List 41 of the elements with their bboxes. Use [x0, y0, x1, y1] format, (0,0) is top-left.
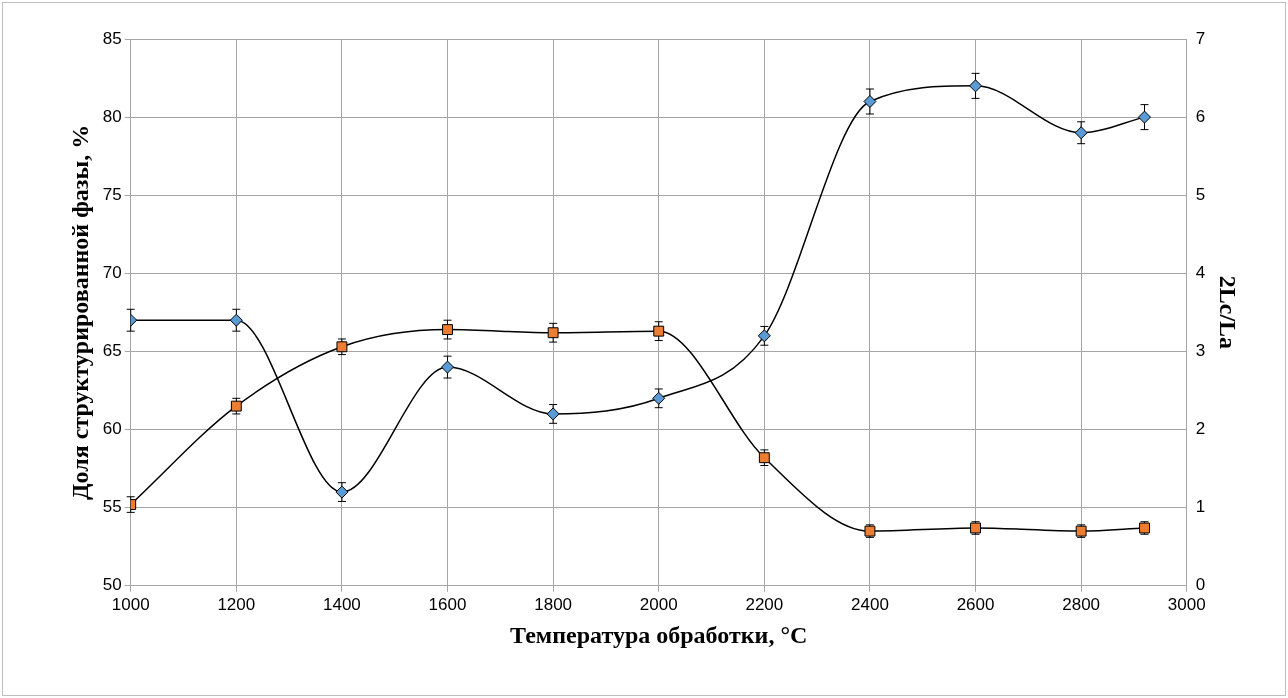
- point: [442, 324, 453, 336]
- x-tick-label: 2800: [1062, 594, 1101, 614]
- point: [969, 79, 983, 93]
- y2-tick-label: 1: [1195, 497, 1206, 517]
- y-tick-label: 70: [102, 263, 122, 283]
- y2-axis-title: 2Lc/La: [1215, 275, 1242, 350]
- y2-tick-label: 4: [1195, 263, 1206, 283]
- y-tick-label: 60: [102, 419, 122, 439]
- x-tick-label: 3000: [1167, 594, 1206, 614]
- point: [652, 391, 666, 405]
- point: [863, 94, 877, 108]
- point: [1138, 110, 1151, 124]
- point: [757, 329, 771, 343]
- y2-tick-label: 0: [1195, 575, 1206, 595]
- x-tick-label: 1800: [534, 594, 573, 614]
- y-tick-label: 85: [102, 28, 122, 48]
- y2-tick-label: 3: [1195, 341, 1206, 361]
- point: [1074, 126, 1088, 140]
- y2-tick-label: 7: [1195, 28, 1206, 48]
- point: [441, 360, 455, 374]
- y2-tick-label: 5: [1195, 184, 1206, 204]
- y-tick-label: 80: [102, 106, 122, 126]
- x-tick-label: 1400: [323, 594, 361, 614]
- y-tick-label: 75: [102, 184, 122, 204]
- y-tick-label: 65: [102, 341, 122, 361]
- point: [653, 325, 665, 337]
- y-tick-label: 55: [102, 497, 122, 517]
- x-tick-label: 1000: [111, 594, 150, 614]
- point: [547, 327, 559, 339]
- x-tick-label: 2000: [639, 594, 678, 614]
- y2-tick-label: 2: [1195, 419, 1206, 439]
- y-tick-label: 50: [102, 575, 122, 595]
- x-tick-label: 1200: [217, 594, 256, 614]
- x-tick-label: 2600: [956, 594, 995, 614]
- point: [229, 313, 243, 327]
- x-tick-label: 2200: [745, 594, 784, 614]
- x-axis-title: Температура обработки, °C: [510, 621, 808, 648]
- x-tick-label: 2400: [851, 594, 889, 614]
- y2-tick-label: 6: [1195, 106, 1206, 126]
- x-tick-label: 1600: [428, 594, 467, 614]
- y-axis-title: Доля структурированной фазы, %: [66, 124, 93, 500]
